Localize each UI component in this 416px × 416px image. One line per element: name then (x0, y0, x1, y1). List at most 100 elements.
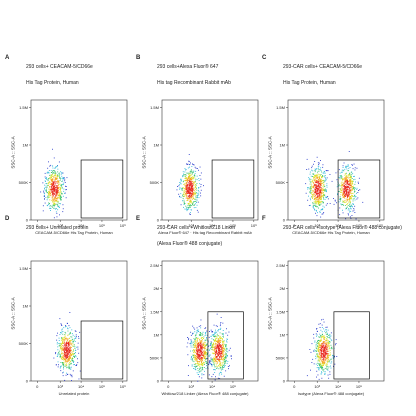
data-point (199, 344, 201, 345)
data-point (214, 332, 216, 334)
data-point (186, 187, 188, 189)
data-point (321, 185, 322, 187)
data-point (219, 378, 221, 379)
data-point (216, 338, 218, 339)
data-point (225, 344, 227, 346)
data-point (315, 181, 317, 183)
data-point (190, 185, 191, 187)
data-point (319, 198, 321, 200)
data-point (202, 362, 204, 364)
data-point (329, 354, 331, 356)
data-point (188, 188, 190, 190)
data-point (338, 191, 339, 192)
data-point (201, 358, 203, 360)
data-point (312, 176, 313, 177)
data-point (343, 188, 345, 190)
data-point (339, 197, 341, 199)
y-tick-label: 1M (22, 304, 28, 309)
data-point (188, 205, 190, 206)
data-point (311, 189, 313, 191)
data-point (219, 357, 221, 359)
data-point (195, 193, 196, 194)
y-tick-label: 0 (26, 379, 29, 384)
data-point (186, 194, 187, 196)
data-point (63, 182, 65, 184)
data-point (59, 175, 60, 177)
data-point (47, 192, 48, 194)
data-point (49, 199, 51, 201)
data-point (68, 349, 70, 351)
data-point (51, 189, 53, 191)
data-point (184, 188, 186, 190)
data-point (46, 189, 47, 191)
data-point (340, 203, 342, 205)
data-point (318, 349, 319, 351)
data-point (192, 184, 194, 186)
data-point (63, 177, 65, 179)
data-point (64, 344, 66, 345)
y-tick-label: 1.5M (150, 309, 159, 314)
data-point (58, 180, 59, 182)
data-point (210, 329, 212, 331)
data-point (347, 177, 349, 179)
data-point (317, 360, 319, 362)
data-point (323, 190, 325, 191)
data-point (54, 174, 55, 176)
data-point (205, 352, 207, 353)
data-point (313, 208, 315, 209)
data-point (314, 195, 315, 197)
data-point (67, 355, 68, 357)
data-point (48, 204, 49, 206)
data-point (310, 178, 312, 180)
data-point (183, 189, 185, 191)
data-point (319, 169, 321, 170)
gate-rectangle (211, 159, 255, 219)
data-point (325, 367, 327, 369)
data-point (321, 331, 323, 333)
data-point (195, 189, 197, 191)
data-point (204, 370, 205, 372)
data-point (62, 356, 64, 358)
data-point (213, 349, 215, 351)
data-point (220, 317, 222, 318)
data-point (216, 353, 218, 355)
data-point (214, 346, 216, 347)
data-point (195, 357, 197, 359)
data-point (309, 191, 311, 193)
data-point (340, 182, 342, 184)
data-point (309, 188, 311, 190)
data-point (44, 193, 45, 194)
data-point (199, 368, 200, 370)
data-point (70, 366, 72, 368)
data-point (64, 346, 66, 348)
data-point (59, 318, 61, 320)
data-point (182, 175, 184, 176)
data-point (306, 158, 308, 160)
data-point (214, 347, 216, 348)
data-point (309, 171, 311, 173)
data-point (323, 350, 325, 351)
data-point (318, 347, 320, 349)
data-point (62, 363, 64, 365)
data-point (206, 339, 208, 341)
data-point (59, 177, 61, 179)
data-point (71, 360, 73, 362)
data-point (331, 340, 333, 342)
data-point (187, 172, 189, 174)
data-point (344, 200, 346, 201)
data-point (50, 192, 52, 194)
data-point (78, 336, 79, 338)
data-point (195, 207, 197, 208)
data-point (319, 186, 321, 188)
data-point (333, 365, 334, 367)
data-point (64, 178, 66, 180)
data-point (180, 193, 182, 195)
data-point (62, 372, 64, 374)
data-point (65, 374, 67, 376)
data-point (325, 179, 327, 181)
data-point (68, 358, 70, 360)
data-point (350, 177, 352, 178)
data-point (189, 192, 191, 194)
data-point (192, 354, 194, 356)
data-point (346, 194, 348, 196)
